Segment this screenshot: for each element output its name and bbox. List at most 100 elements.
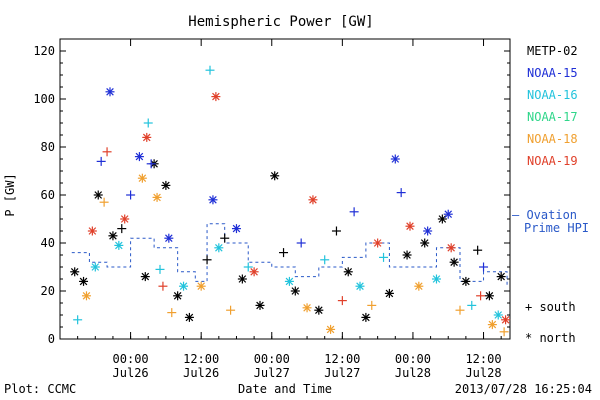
data-point-noaa-18 [196, 281, 206, 291]
legend-north: * north [525, 331, 576, 345]
x-tick-date: Jul27 [324, 366, 360, 380]
legend-item-noaa-15: NOAA-15 [527, 66, 578, 80]
data-point-noaa-19 [87, 226, 97, 236]
data-point-noaa-16 [243, 262, 253, 272]
data-point-noaa-16 [214, 243, 224, 253]
data-point-metp-02 [202, 255, 212, 265]
data-point-noaa-16 [284, 276, 294, 286]
data-point-noaa-18 [487, 320, 497, 330]
data-point-metp-02 [237, 274, 247, 284]
data-point-metp-02 [461, 276, 471, 286]
data-point-noaa-16 [143, 118, 153, 128]
legend-item-metp-02: METP-02 [527, 44, 578, 58]
data-point-metp-02 [79, 276, 89, 286]
data-point-metp-02 [290, 286, 300, 296]
data-point-noaa-15 [390, 154, 400, 164]
data-point-noaa-19 [405, 221, 415, 231]
data-point-noaa-15 [231, 224, 241, 234]
data-point-metp-02 [220, 233, 230, 243]
data-point-noaa-16 [90, 262, 100, 272]
data-point-noaa-15 [146, 159, 156, 169]
x-axis: 00:00Jul2612:00Jul2600:00Jul2712:00Jul27… [77, 39, 502, 380]
data-point-metp-02 [314, 305, 324, 315]
data-point-noaa-15 [126, 190, 136, 200]
data-point-noaa-16 [493, 310, 503, 320]
y-tick-label: 120 [33, 44, 55, 58]
plot-frame [59, 38, 511, 340]
data-point-metp-02 [108, 231, 118, 241]
data-point-noaa-16 [155, 264, 165, 274]
x-tick-time: 12:00 [183, 352, 219, 366]
data-point-metp-02 [484, 291, 494, 301]
data-point-metp-02 [93, 190, 103, 200]
data-point-metp-02 [473, 245, 483, 255]
data-point-noaa-19 [501, 315, 511, 325]
y-tick-label: 40 [41, 236, 55, 250]
data-point-noaa-19 [158, 281, 168, 291]
data-point-metp-02 [184, 312, 194, 322]
data-point-noaa-15 [134, 152, 144, 162]
data-point-noaa-16 [379, 252, 389, 262]
x-tick-date: Jul27 [254, 366, 290, 380]
data-point-noaa-19 [308, 195, 318, 205]
data-point-noaa-19 [476, 291, 486, 301]
data-point-noaa-19 [142, 132, 152, 142]
x-tick-time: 12:00 [465, 352, 501, 366]
ovation-legend-line1: — Ovation [512, 208, 577, 222]
data-point-noaa-19 [337, 296, 347, 306]
data-point-noaa-16 [114, 240, 124, 250]
footer-plot-credit: Plot: CCMC [4, 382, 76, 396]
x-tick-time: 12:00 [324, 352, 360, 366]
data-point-metp-02 [437, 214, 447, 224]
data-point-noaa-19 [373, 238, 383, 248]
data-point-metp-02 [140, 272, 150, 282]
data-point-noaa-18 [367, 300, 377, 310]
data-point-noaa-19 [102, 147, 112, 157]
data-point-metp-02 [117, 224, 127, 234]
data-point-noaa-16 [431, 274, 441, 284]
x-tick-date: Jul28 [395, 366, 431, 380]
data-point-metp-02 [361, 312, 371, 322]
data-point-noaa-18 [226, 305, 236, 315]
y-tick-label: 80 [41, 140, 55, 154]
data-point-noaa-15 [105, 87, 115, 97]
data-point-metp-02 [161, 180, 171, 190]
footer-timestamp: 2013/07/28 16:25:04 [455, 382, 592, 396]
data-point-noaa-15 [349, 207, 359, 217]
data-point-noaa-18 [414, 281, 424, 291]
data-point-metp-02 [496, 272, 506, 282]
x-tick-date: Jul28 [465, 366, 501, 380]
data-point-metp-02 [402, 250, 412, 260]
y-tick-label: 100 [33, 92, 55, 106]
data-point-metp-02 [279, 248, 289, 258]
data-point-noaa-15 [296, 238, 306, 248]
data-point-noaa-18 [455, 305, 465, 315]
y-axis-label: P [GW] [3, 173, 17, 216]
data-point-metp-02 [449, 257, 459, 267]
data-point-noaa-18 [167, 308, 177, 318]
data-point-noaa-16 [205, 65, 215, 75]
data-point-noaa-16 [355, 281, 365, 291]
data-point-noaa-18 [137, 173, 147, 183]
data-point-noaa-19 [249, 267, 259, 277]
legend-south: + south [525, 300, 576, 314]
data-point-noaa-18 [81, 291, 91, 301]
y-tick-label: 60 [41, 188, 55, 202]
data-point-metp-02 [70, 267, 80, 277]
legend-item-noaa-17: NOAA-17 [527, 110, 578, 124]
data-point-metp-02 [343, 267, 353, 277]
ovation-hpi-path [71, 223, 508, 287]
y-tick-label: 0 [48, 332, 55, 346]
x-tick-time: 00:00 [254, 352, 290, 366]
data-points [70, 65, 511, 337]
y-tick-label: 20 [41, 284, 55, 298]
data-point-metp-02 [255, 300, 265, 310]
data-point-noaa-15 [164, 233, 174, 243]
data-point-noaa-18 [326, 324, 336, 334]
data-point-metp-02 [420, 238, 430, 248]
data-point-noaa-19 [120, 214, 130, 224]
data-point-noaa-15 [479, 262, 489, 272]
data-point-noaa-15 [396, 188, 406, 198]
data-point-noaa-18 [302, 303, 312, 313]
